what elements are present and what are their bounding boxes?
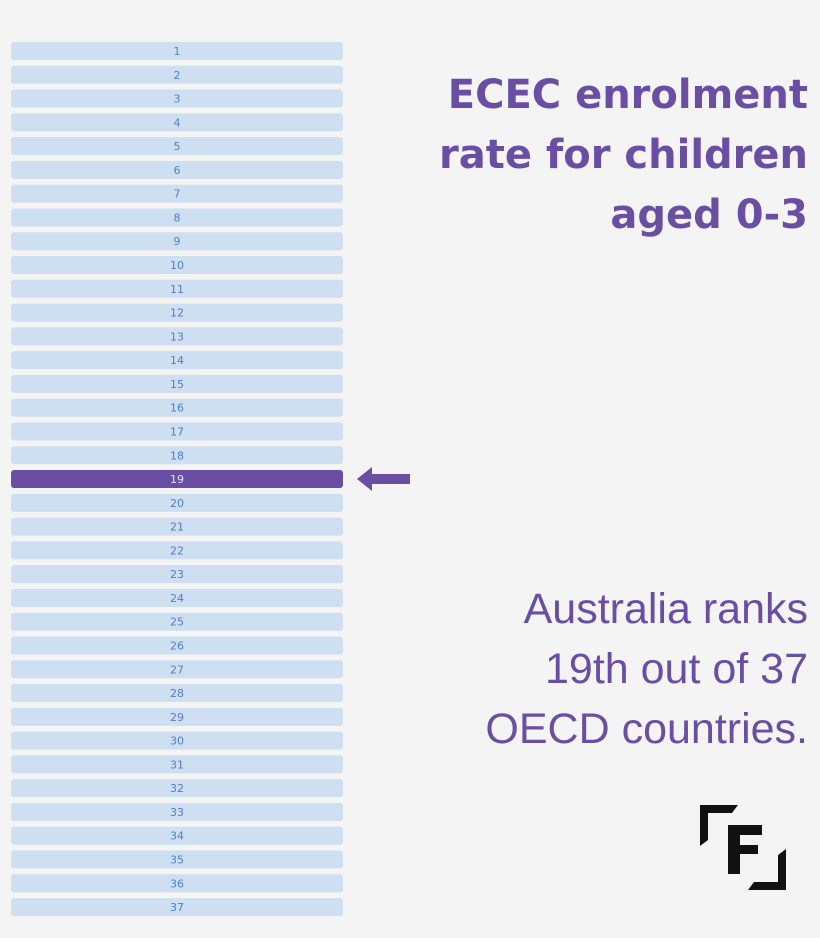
rank-row (11, 422, 343, 441)
rank-label: 20 (170, 497, 184, 510)
rank-row (11, 874, 343, 893)
arrow (357, 467, 410, 491)
rank-label: 4 (174, 116, 181, 129)
rank-list: 1234567891011121314151617181920212223242… (11, 42, 343, 917)
rank-label: 1 (174, 45, 181, 58)
rank-label: 10 (170, 259, 184, 272)
rank-label: 25 (170, 616, 184, 629)
rank-label: 35 (170, 854, 184, 867)
logo (700, 805, 786, 890)
title-line: rate for children (439, 132, 808, 178)
rank-label: 21 (170, 521, 184, 534)
rank-label: 13 (170, 330, 184, 343)
rank-row (11, 755, 343, 774)
rank-label: 37 (170, 901, 184, 914)
rank-label: 16 (170, 402, 184, 415)
rank-label: 14 (170, 354, 184, 367)
rank-row (11, 279, 343, 298)
rank-label: 15 (170, 378, 184, 391)
rank-row (11, 707, 343, 726)
rank-row (11, 446, 343, 465)
rank-label: 17 (170, 425, 184, 438)
rank-row (11, 327, 343, 346)
rank-row (11, 541, 343, 560)
rank-row (11, 208, 343, 227)
rank-label: 33 (170, 806, 184, 819)
rank-row (11, 137, 343, 156)
highlighted-row (11, 470, 343, 489)
rank-row (11, 351, 343, 370)
rank-label: 19 (170, 473, 184, 486)
rank-label: 29 (170, 711, 184, 724)
rank-label: 8 (174, 211, 181, 224)
rank-row (11, 517, 343, 536)
rank-label: 32 (170, 782, 184, 795)
rank-label: 12 (170, 307, 184, 320)
rank-label: 34 (170, 830, 184, 843)
rank-row (11, 612, 343, 631)
rank-label: 22 (170, 544, 184, 557)
rank-row (11, 232, 343, 251)
rank-row (11, 684, 343, 703)
rank-label: 2 (174, 69, 181, 82)
rank-row (11, 398, 343, 417)
rank-row (11, 65, 343, 84)
rank-label: 24 (170, 592, 184, 605)
rank-row (11, 779, 343, 798)
rank-label: 9 (174, 235, 181, 248)
rank-label: 30 (170, 735, 184, 748)
rank-label: 23 (170, 568, 184, 581)
rank-label: 26 (170, 640, 184, 653)
rank-row (11, 493, 343, 512)
caption-line: Australia ranks (524, 585, 808, 633)
rank-label: 7 (174, 188, 181, 201)
rank-label: 31 (170, 758, 184, 771)
title-line: aged 0-3 (610, 192, 808, 238)
rank-row (11, 898, 343, 917)
rank-row (11, 731, 343, 750)
rank-label: 18 (170, 449, 184, 462)
rank-row (11, 588, 343, 607)
rank-row (11, 160, 343, 179)
rank-row (11, 184, 343, 203)
rank-row (11, 89, 343, 108)
rank-label: 11 (170, 283, 184, 296)
caption-line: OECD countries. (485, 705, 808, 753)
rank-row (11, 802, 343, 821)
rank-label: 5 (174, 140, 181, 153)
rank-label: 6 (174, 164, 181, 177)
rank-label: 3 (174, 93, 181, 106)
rank-row (11, 303, 343, 322)
title-line: ECEC enrolment (448, 72, 808, 118)
rank-row (11, 113, 343, 132)
rank-label: 27 (170, 663, 184, 676)
rank-row (11, 565, 343, 584)
rank-row (11, 660, 343, 679)
rank-row (11, 826, 343, 845)
rank-row (11, 42, 343, 60)
rank-row (11, 374, 343, 393)
rank-row (11, 636, 343, 655)
rank-label: 28 (170, 687, 184, 700)
rank-row (11, 850, 343, 869)
caption-line: 19th out of 37 (545, 645, 808, 693)
rank-label: 36 (170, 877, 184, 890)
rank-row (11, 256, 343, 275)
